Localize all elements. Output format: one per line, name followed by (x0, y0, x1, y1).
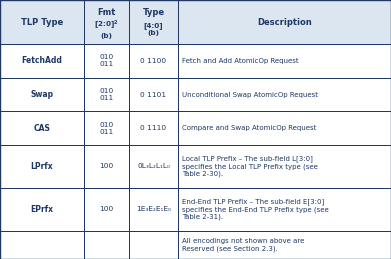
Bar (84, 145, 129, 188)
Text: End-End TLP Prefix – The sub-field E[3:0]
specifies the End-End TLP Prefix type : End-End TLP Prefix – The sub-field E[3:0… (182, 198, 328, 220)
Text: FetchAdd: FetchAdd (22, 56, 63, 65)
Text: Fetch and Add AtomicOp Request: Fetch and Add AtomicOp Request (182, 58, 298, 64)
Text: Compare and Swap AtomicOp Request: Compare and Swap AtomicOp Request (182, 125, 316, 131)
Text: 0 1110: 0 1110 (140, 125, 167, 131)
Bar (0, 188, 84, 231)
Text: Type: Type (142, 8, 165, 17)
Bar (178, 145, 391, 188)
Bar (84, 78, 129, 111)
Text: 010
011: 010 011 (99, 122, 114, 135)
Bar (84, 111, 129, 145)
Bar (84, 0, 129, 44)
Text: [2:0]$\mathregular{^2}$
(b): [2:0]$\mathregular{^2}$ (b) (94, 19, 119, 39)
Text: LPrfx: LPrfx (31, 162, 53, 171)
Text: 1E₃E₂E₁E₀: 1E₃E₂E₁E₀ (136, 206, 171, 212)
Text: Unconditional Swap AtomicOp Request: Unconditional Swap AtomicOp Request (182, 91, 318, 98)
Text: 0 1100: 0 1100 (140, 58, 167, 64)
Bar (129, 0, 178, 44)
Text: CAS: CAS (34, 124, 50, 133)
Bar (0, 111, 84, 145)
Text: 010
011: 010 011 (99, 88, 114, 101)
Bar (129, 78, 178, 111)
Text: TLP Type: TLP Type (21, 18, 63, 26)
Bar (0, 231, 84, 259)
Bar (0, 44, 84, 78)
Text: 0 1101: 0 1101 (140, 91, 167, 98)
Text: EPrfx: EPrfx (30, 205, 54, 214)
Bar (84, 231, 129, 259)
Bar (178, 0, 391, 44)
Bar (178, 231, 391, 259)
Bar (0, 145, 84, 188)
Bar (129, 231, 178, 259)
Text: 0L₃L₂L₁L₀: 0L₃L₂L₁L₀ (137, 163, 170, 169)
Text: Swap: Swap (30, 90, 54, 99)
Text: Fmt: Fmt (97, 8, 116, 17)
Bar (129, 145, 178, 188)
Bar (178, 0, 391, 44)
Bar (0, 0, 84, 44)
Text: Local TLP Prefix – The sub-field L[3:0]
specifies the Local TLP Prefix type (see: Local TLP Prefix – The sub-field L[3:0] … (182, 156, 318, 177)
Text: 100: 100 (99, 206, 114, 212)
Text: Description: Description (257, 18, 312, 26)
Bar (84, 0, 129, 44)
Bar (129, 0, 178, 44)
Bar (0, 0, 84, 44)
Bar (84, 44, 129, 78)
Text: 010
011: 010 011 (99, 54, 114, 67)
Bar (129, 188, 178, 231)
Bar (178, 78, 391, 111)
Text: [4:0]
(b): [4:0] (b) (143, 22, 163, 35)
Bar (0, 78, 84, 111)
Bar (129, 44, 178, 78)
Text: All encodings not shown above are
Reserved (see Section 2.3).: All encodings not shown above are Reserv… (182, 238, 304, 251)
Text: 100: 100 (99, 163, 114, 169)
Bar (178, 111, 391, 145)
Bar (129, 111, 178, 145)
Bar (178, 188, 391, 231)
Bar (178, 44, 391, 78)
Bar (84, 188, 129, 231)
